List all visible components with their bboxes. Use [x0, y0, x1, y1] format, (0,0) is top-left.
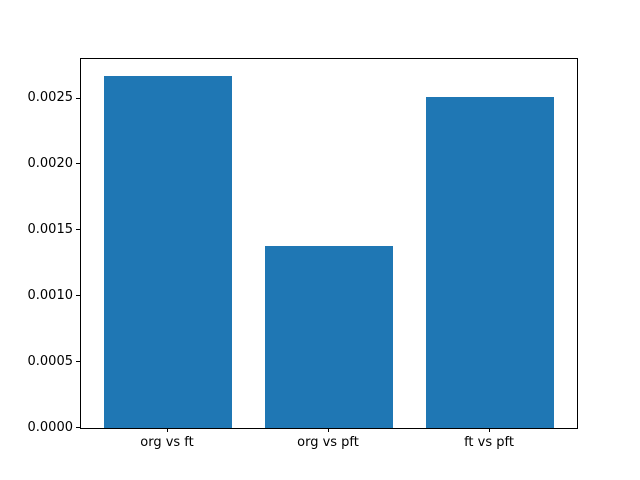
y-axis-tick-label: 0.0025	[27, 90, 74, 105]
y-axis-tick	[76, 229, 80, 230]
y-axis-tick	[76, 361, 80, 362]
y-axis-tick	[76, 427, 80, 428]
x-axis-tick-label: org vs pft	[297, 435, 359, 450]
y-axis-tick-label: 0.0020	[27, 156, 74, 171]
x-axis-tick	[489, 428, 490, 432]
plot-area	[80, 58, 578, 429]
y-axis-tick	[76, 163, 80, 164]
bar-org-vs-pft	[264, 246, 394, 428]
y-axis-tick	[76, 98, 80, 99]
y-axis-tick-label: 0.0015	[27, 222, 74, 237]
x-axis-tick	[328, 428, 329, 432]
y-axis-tick	[76, 295, 80, 296]
y-axis-tick-label: 0.0005	[27, 354, 74, 369]
y-axis-tick-label: 0.0000	[27, 420, 74, 435]
y-axis-tick-label: 0.0010	[27, 288, 74, 303]
bar-org-vs-ft	[103, 76, 233, 428]
x-axis-tick	[167, 428, 168, 432]
bar-ft-vs-pft	[425, 97, 555, 428]
x-axis-tick-label: ft vs pft	[464, 435, 514, 450]
x-axis-tick-label: org vs ft	[140, 435, 194, 450]
